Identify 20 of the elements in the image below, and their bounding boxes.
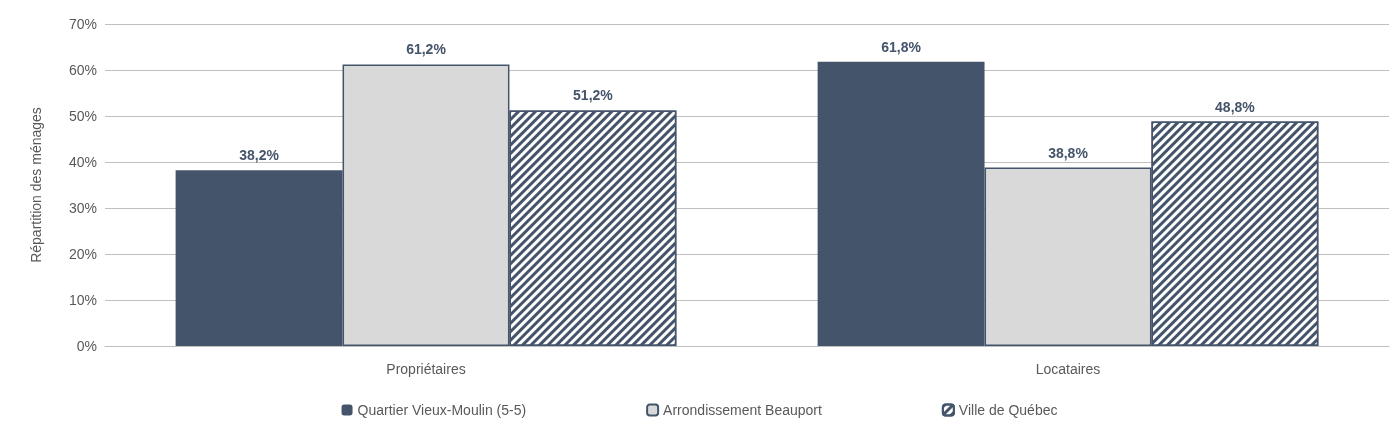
y-tick-label: 40% bbox=[68, 154, 97, 170]
legend-label: Quartier Vieux-Moulin (5-5) bbox=[357, 402, 527, 418]
y-tick-label: 20% bbox=[68, 246, 97, 262]
x-tick-label: Locataires bbox=[1035, 361, 1101, 377]
y-tick-label: 50% bbox=[68, 108, 97, 124]
data-label: 38,8% bbox=[1048, 144, 1089, 161]
legend-label: Arrondissement Beauport bbox=[663, 402, 822, 418]
data-label: 61,8% bbox=[881, 38, 922, 55]
y-tick-label: 70% bbox=[68, 16, 97, 32]
data-label: 51,2% bbox=[573, 87, 614, 104]
data-label: 61,2% bbox=[406, 41, 447, 58]
x-tick-label: Propriétaires bbox=[386, 361, 466, 377]
legend-label: Ville de Québec bbox=[958, 402, 1058, 418]
y-tick-label: 30% bbox=[68, 200, 97, 216]
y-tick-label: 60% bbox=[68, 62, 97, 78]
data-label: 38,2% bbox=[239, 147, 280, 164]
y-axis-title: Répartition des ménages bbox=[28, 107, 44, 263]
y-tick-label: 10% bbox=[68, 292, 97, 308]
data-label: 48,8% bbox=[1215, 98, 1256, 115]
y-tick-label: 0% bbox=[76, 338, 97, 354]
